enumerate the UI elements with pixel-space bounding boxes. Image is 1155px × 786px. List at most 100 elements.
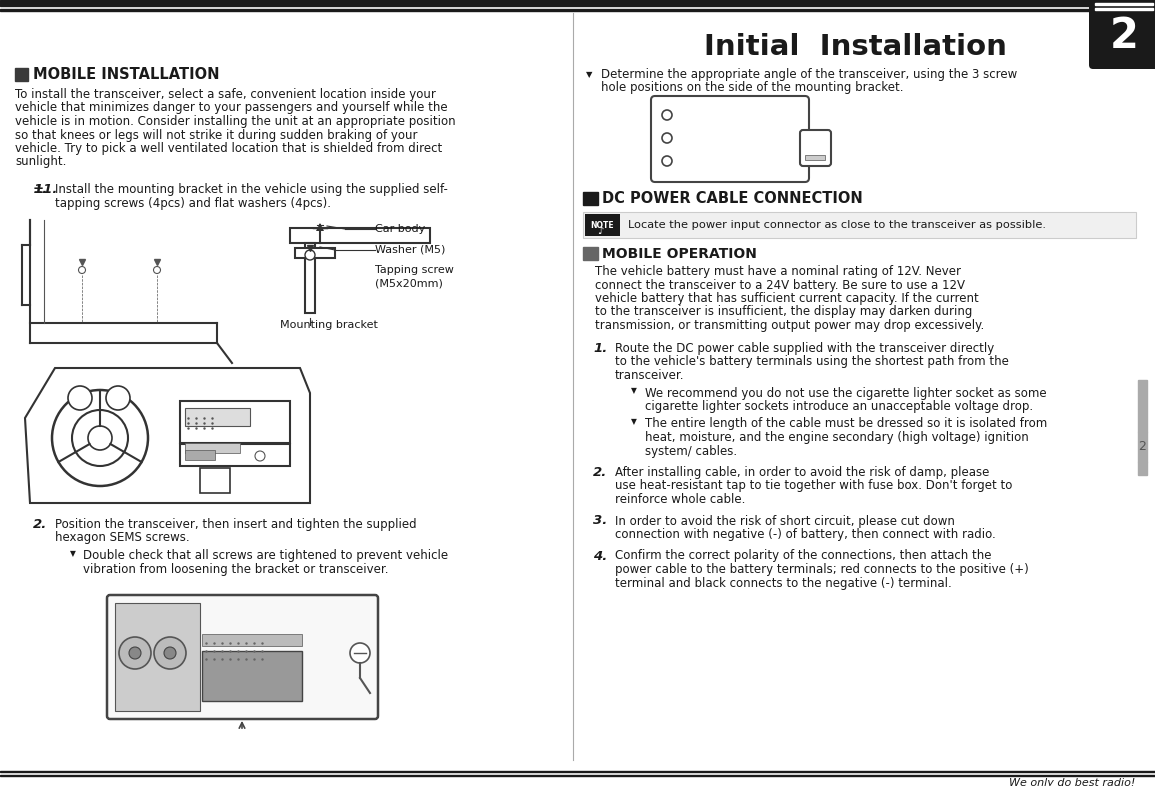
Bar [805, 155, 825, 160]
Polygon shape [25, 368, 310, 503]
Bar [0, 770, 1155, 772]
Text: vibration from loosening the bracket or transceiver.: vibration from loosening the bracket or … [83, 563, 388, 575]
Polygon shape [316, 223, 325, 231]
Bar [180, 401, 290, 443]
FancyBboxPatch shape [1089, 0, 1155, 69]
Text: connect the transceiver to a 24V battery. Be sure to use a 12V: connect the transceiver to a 24V battery… [595, 278, 964, 292]
Text: to the transceiver is insufficient, the display may darken during: to the transceiver is insufficient, the … [595, 306, 973, 318]
Bar [0, 9, 1095, 11]
Text: 2: 2 [1110, 16, 1139, 57]
Text: 2: 2 [1138, 440, 1146, 454]
Circle shape [106, 386, 131, 410]
Text: connection with negative (-) of battery, then connect with radio.: connection with negative (-) of battery,… [614, 528, 996, 541]
Text: so that knees or legs will not strike it during sudden braking of your: so that knees or legs will not strike it… [15, 128, 417, 141]
Bar [290, 228, 430, 243]
Circle shape [662, 133, 672, 143]
Bar [202, 651, 301, 701]
Text: ▼: ▼ [631, 387, 636, 395]
FancyBboxPatch shape [107, 595, 378, 719]
Bar [583, 212, 1137, 238]
FancyBboxPatch shape [651, 96, 808, 182]
Text: ▼: ▼ [631, 417, 636, 427]
Text: We only do best radio!: We only do best radio! [1008, 778, 1135, 786]
Text: 3.: 3. [593, 515, 608, 527]
Text: ♪: ♪ [597, 226, 604, 236]
Bar [583, 192, 598, 205]
Text: In order to avoid the risk of short circuit, please cut down: In order to avoid the risk of short circ… [614, 515, 955, 527]
Text: Install the mounting bracket in the vehicle using the supplied self-: Install the mounting bracket in the vehi… [55, 183, 448, 196]
Text: 1.: 1. [593, 342, 608, 355]
Bar [202, 634, 301, 646]
Text: MOBILE OPERATION: MOBILE OPERATION [602, 247, 757, 260]
Text: NOTE: NOTE [590, 221, 614, 230]
Bar [583, 247, 598, 260]
Text: Car body: Car body [375, 224, 425, 234]
Text: terminal and black connects to the negative (-) terminal.: terminal and black connects to the negat… [614, 576, 952, 590]
Text: vehicle battery that has sufficient current capacity. If the current: vehicle battery that has sufficient curr… [595, 292, 978, 305]
Text: Washer (M5): Washer (M5) [375, 245, 446, 255]
Bar [0, 774, 1155, 776]
Text: The entire length of the cable must be dressed so it is isolated from: The entire length of the cable must be d… [644, 417, 1048, 431]
Text: system/ cables.: system/ cables. [644, 445, 737, 457]
Text: use heat-resistant tap to tie together with fuse box. Don't forget to: use heat-resistant tap to tie together w… [614, 479, 1013, 493]
Circle shape [662, 110, 672, 120]
Text: 4.: 4. [593, 549, 608, 563]
Text: transceiver.: transceiver. [614, 369, 685, 382]
Text: cigarette lighter sockets introduce an unacceptable voltage drop.: cigarette lighter sockets introduce an u… [644, 400, 1033, 413]
Circle shape [350, 643, 370, 663]
Text: reinforce whole cable.: reinforce whole cable. [614, 493, 745, 506]
Text: tapping screws (4pcs) and flat washers (4pcs).: tapping screws (4pcs) and flat washers (… [55, 196, 331, 210]
Bar [185, 408, 249, 426]
Text: vehicle is in motion. Consider installing the unit at an appropriate position: vehicle is in motion. Consider installin… [15, 115, 455, 128]
Bar [584, 214, 620, 236]
Bar [1095, 3, 1153, 5]
Text: Route the DC power cable supplied with the transceiver directly: Route the DC power cable supplied with t… [614, 342, 994, 355]
FancyBboxPatch shape [800, 130, 830, 166]
Circle shape [88, 426, 112, 450]
Bar [305, 243, 315, 313]
Text: After installing cable, in order to avoid the risk of damp, please: After installing cable, in order to avoi… [614, 466, 990, 479]
Circle shape [305, 250, 315, 260]
Text: Locate the power input connector as close to the transceiver as possible.: Locate the power input connector as clos… [628, 220, 1046, 230]
Bar [1095, 8, 1153, 10]
Circle shape [129, 647, 141, 659]
Text: vehicle that minimizes danger to your passengers and yourself while the: vehicle that minimizes danger to your pa… [15, 101, 448, 115]
Text: power cable to the battery terminals; red connects to the positive (+): power cable to the battery terminals; re… [614, 563, 1029, 576]
Text: ±1.: ±1. [33, 183, 59, 196]
Text: Double check that all screws are tightened to prevent vehicle: Double check that all screws are tighten… [83, 549, 448, 562]
Text: transmission, or transmitting output power may drop excessively.: transmission, or transmitting output pow… [595, 319, 984, 332]
Text: Tapping screw
(M5x20mm): Tapping screw (M5x20mm) [375, 265, 454, 288]
Bar [200, 468, 230, 493]
Bar [116, 603, 200, 711]
Text: To install the transceiver, select a safe, convenient location inside your: To install the transceiver, select a saf… [15, 88, 435, 101]
Circle shape [662, 156, 672, 166]
Text: MOBILE INSTALLATION: MOBILE INSTALLATION [33, 67, 219, 82]
Text: Mounting bracket: Mounting bracket [280, 320, 378, 330]
Circle shape [52, 390, 148, 486]
Bar [0, 0, 1095, 6]
Text: The vehicle battery must have a nominal rating of 12V. Never: The vehicle battery must have a nominal … [595, 265, 961, 278]
Circle shape [255, 451, 264, 461]
Circle shape [119, 637, 151, 669]
Text: Confirm the correct polarity of the connections, then attach the: Confirm the correct polarity of the conn… [614, 549, 991, 563]
Bar [185, 443, 240, 453]
Circle shape [164, 647, 176, 659]
Text: vehicle. Try to pick a well ventilated location that is shielded from direct: vehicle. Try to pick a well ventilated l… [15, 142, 442, 155]
Text: 2.: 2. [33, 518, 47, 531]
Text: 1.: 1. [33, 183, 47, 196]
Text: 2.: 2. [593, 466, 608, 479]
Text: We recommend you do not use the cigarette lighter socket as some: We recommend you do not use the cigarett… [644, 387, 1046, 399]
Text: Determine the appropriate angle of the transceiver, using the 3 screw: Determine the appropriate angle of the t… [601, 68, 1018, 81]
Text: sunlight.: sunlight. [15, 156, 66, 168]
Text: ▼: ▼ [70, 549, 76, 558]
Text: hexagon SEMS screws.: hexagon SEMS screws. [55, 531, 189, 545]
Text: heat, moisture, and the engine secondary (high voltage) ignition: heat, moisture, and the engine secondary… [644, 431, 1029, 444]
Text: Initial  Installation: Initial Installation [703, 33, 1006, 61]
Bar [15, 68, 28, 81]
Text: Position the transceiver, then insert and tighten the supplied: Position the transceiver, then insert an… [55, 518, 417, 531]
Text: hole positions on the side of the mounting bracket.: hole positions on the side of the mounti… [601, 82, 903, 94]
Bar [1138, 380, 1147, 475]
Circle shape [154, 637, 186, 669]
Text: to the vehicle's battery terminals using the shortest path from the: to the vehicle's battery terminals using… [614, 355, 1008, 369]
Text: DC POWER CABLE CONNECTION: DC POWER CABLE CONNECTION [602, 191, 863, 206]
